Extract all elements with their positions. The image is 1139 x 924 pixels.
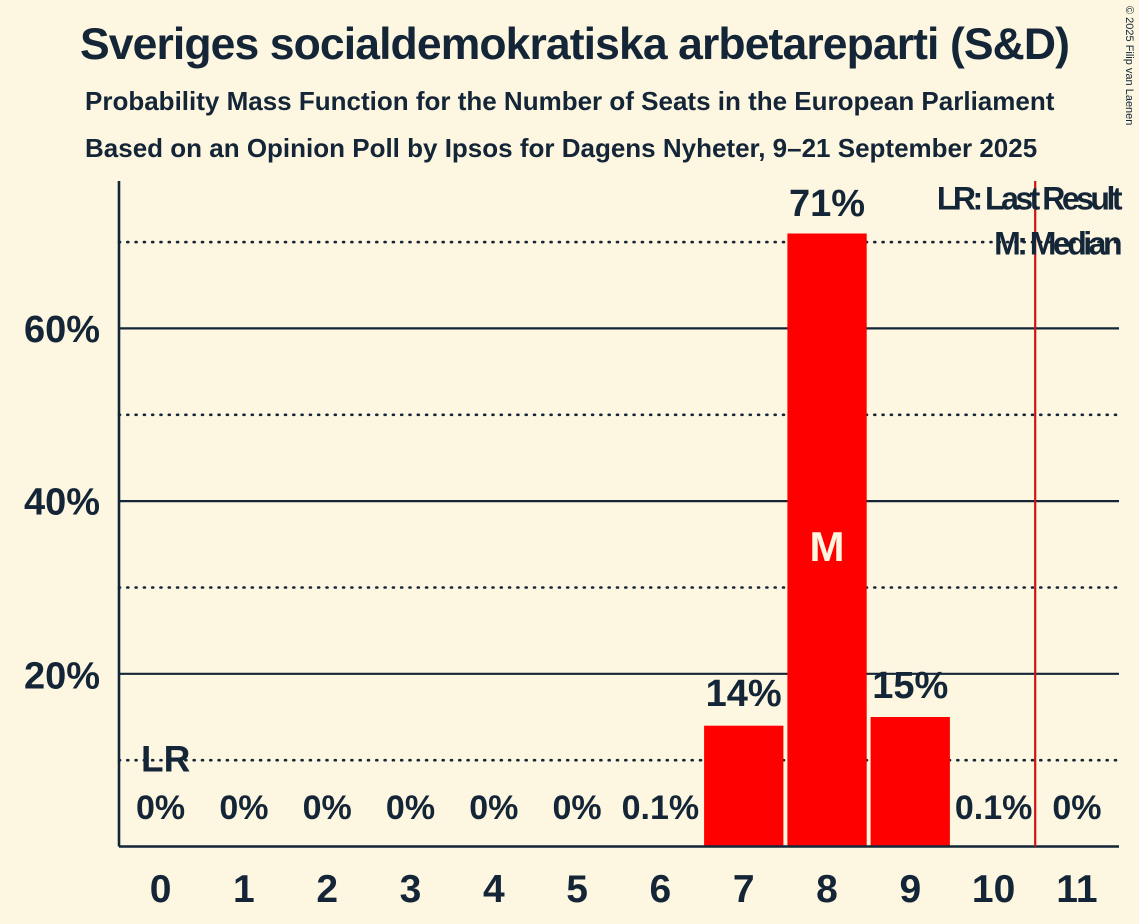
svg-text:0%: 0% — [303, 789, 352, 827]
svg-text:0.1%: 0.1% — [955, 789, 1033, 827]
svg-text:0.1%: 0.1% — [622, 789, 700, 827]
svg-text:14%: 14% — [706, 673, 782, 715]
svg-text:7: 7 — [733, 868, 755, 911]
svg-text:5: 5 — [566, 868, 588, 911]
svg-text:2: 2 — [316, 868, 338, 911]
svg-text:40%: 40% — [24, 482, 100, 524]
svg-text:0: 0 — [150, 868, 172, 911]
svg-text:20%: 20% — [24, 655, 100, 697]
svg-text:8: 8 — [816, 868, 838, 911]
svg-text:0%: 0% — [219, 789, 268, 827]
svg-text:11: 11 — [1056, 868, 1097, 911]
svg-text:15%: 15% — [872, 665, 948, 707]
svg-text:0%: 0% — [1052, 789, 1101, 827]
svg-text:4: 4 — [483, 868, 505, 911]
svg-text:10: 10 — [972, 868, 1015, 911]
svg-text:0%: 0% — [136, 789, 185, 827]
svg-text:M: M — [810, 523, 845, 570]
svg-text:0%: 0% — [469, 789, 518, 827]
svg-text:1: 1 — [233, 868, 255, 911]
svg-text:LR: Last Result: LR: Last Result — [937, 181, 1123, 217]
svg-text:60%: 60% — [24, 309, 100, 351]
svg-text:3: 3 — [400, 868, 422, 911]
svg-text:M: Median: M: Median — [994, 226, 1121, 262]
svg-text:71%: 71% — [789, 183, 865, 225]
svg-text:LR: LR — [141, 739, 190, 780]
svg-text:0%: 0% — [386, 789, 435, 827]
svg-text:9: 9 — [899, 868, 921, 911]
svg-text:0%: 0% — [553, 789, 602, 827]
svg-text:6: 6 — [650, 868, 672, 911]
